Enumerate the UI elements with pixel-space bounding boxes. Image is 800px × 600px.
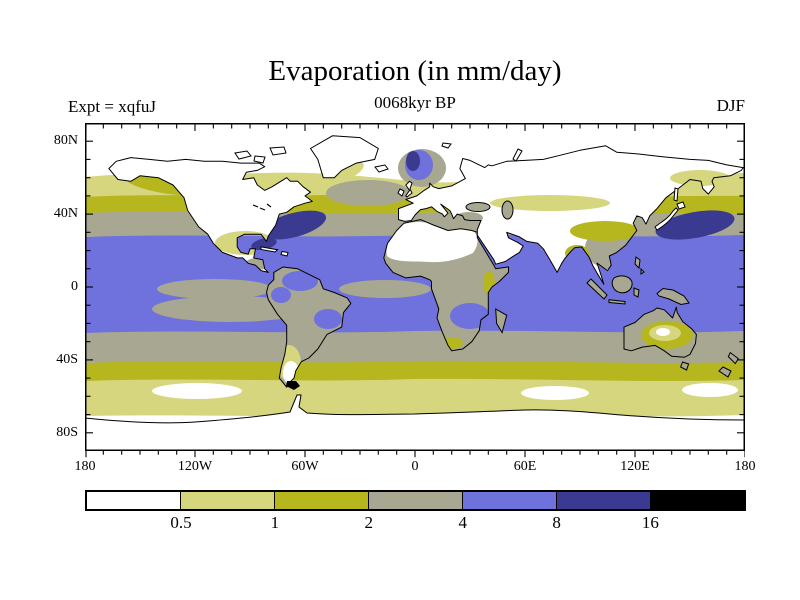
figure-subtitle: 0068kyr BP [374, 93, 456, 112]
axis-ticks [85, 124, 745, 458]
world-map [85, 123, 745, 458]
colorbar-segment [368, 492, 462, 509]
lon-tick-label: 180 [734, 459, 756, 474]
lon-tick-label: 120E [620, 459, 650, 474]
colorbar-tick-label: 1 [270, 513, 280, 532]
colorbar-tick-label: 0.5 [170, 513, 192, 532]
colorbar [85, 490, 746, 511]
colorbar-tick-label: 2 [364, 513, 374, 532]
lon-tick-label: 60E [513, 459, 537, 474]
colorbar-segment [274, 492, 368, 509]
figure-title: Evaporation (in mm/day) [268, 55, 562, 87]
experiment-label: Expt = xqfuJ [68, 97, 156, 116]
colorbar-segment [462, 492, 556, 509]
lat-tick-label: 80S [56, 425, 78, 440]
lon-tick-label: 60W [291, 459, 319, 474]
colorbar-segment [87, 492, 180, 509]
lon-tick-label: 0 [411, 459, 419, 474]
season-label: DJF [716, 96, 745, 115]
colorbar-segment [650, 492, 744, 509]
colorbar-tick-label: 16 [641, 513, 659, 532]
lat-tick-label: 0 [71, 279, 78, 294]
lon-tick-label: 120W [177, 459, 213, 474]
colorbar-segment [556, 492, 650, 509]
colorbar-tick-label: 8 [552, 513, 561, 532]
colorbar-tick-label: 4 [458, 513, 467, 532]
lat-tick-label: 80N [53, 133, 78, 148]
coastlines [86, 135, 744, 450]
lat-tick-label: 40N [53, 206, 78, 221]
colorbar-segment [180, 492, 274, 509]
lat-tick-label: 40S [56, 352, 78, 367]
lon-tick-label: 180 [74, 459, 96, 474]
